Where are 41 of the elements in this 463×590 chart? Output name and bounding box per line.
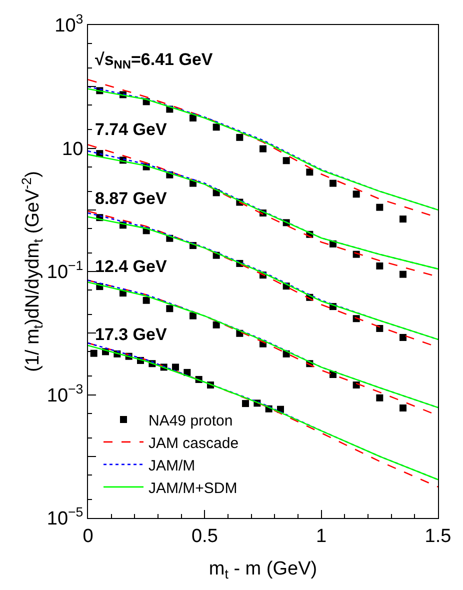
x-tick-label: 0 bbox=[82, 526, 94, 547]
point bbox=[242, 400, 249, 408]
annotation: 7.74 GeV bbox=[95, 120, 168, 139]
annotation: √s$_{NN}$=6.41 GeV bbox=[95, 50, 214, 72]
y-tick-label: 10 bbox=[62, 138, 84, 160]
x-axis-title: m$_{t}$ - m (GeV) bbox=[208, 558, 318, 582]
point bbox=[190, 114, 196, 122]
point bbox=[142, 296, 150, 304]
legend-label: JAM cascade bbox=[148, 434, 239, 452]
y-tick-label: 10$^{−1}$ bbox=[46, 258, 84, 284]
point bbox=[236, 134, 244, 141]
y-tick-label: 10$^{−3}$ bbox=[46, 381, 84, 406]
annotation: 8.87 GeV bbox=[95, 189, 168, 208]
legend-label: JAM/M+SDM bbox=[148, 480, 238, 497]
legend-label: NA49 proton bbox=[148, 412, 233, 430]
point bbox=[330, 180, 336, 187]
annotation: 12.4 GeV bbox=[95, 257, 168, 276]
point bbox=[306, 168, 314, 176]
point bbox=[260, 145, 266, 152]
point bbox=[212, 124, 220, 131]
point bbox=[400, 216, 406, 223]
point bbox=[376, 262, 384, 270]
point bbox=[352, 190, 360, 198]
x-tick-label: 1 bbox=[316, 526, 327, 547]
y-tick-label: 10$^{3}$ bbox=[54, 12, 84, 37]
point bbox=[400, 334, 406, 341]
y-tick-label: 10$^{−5}$ bbox=[46, 504, 84, 530]
point bbox=[400, 270, 406, 278]
point bbox=[376, 204, 384, 211]
point bbox=[172, 364, 179, 371]
point bbox=[376, 394, 384, 402]
point bbox=[190, 312, 196, 320]
legend-label: JAM/M bbox=[148, 457, 196, 474]
point bbox=[166, 305, 174, 312]
point bbox=[212, 321, 220, 328]
point bbox=[90, 350, 98, 357]
point bbox=[400, 404, 406, 412]
annotation: 17.3 GeV bbox=[95, 325, 168, 344]
x-tick-label: 0.5 bbox=[191, 526, 218, 547]
point bbox=[282, 157, 290, 164]
x-tick-label: 1.5 bbox=[424, 526, 452, 547]
